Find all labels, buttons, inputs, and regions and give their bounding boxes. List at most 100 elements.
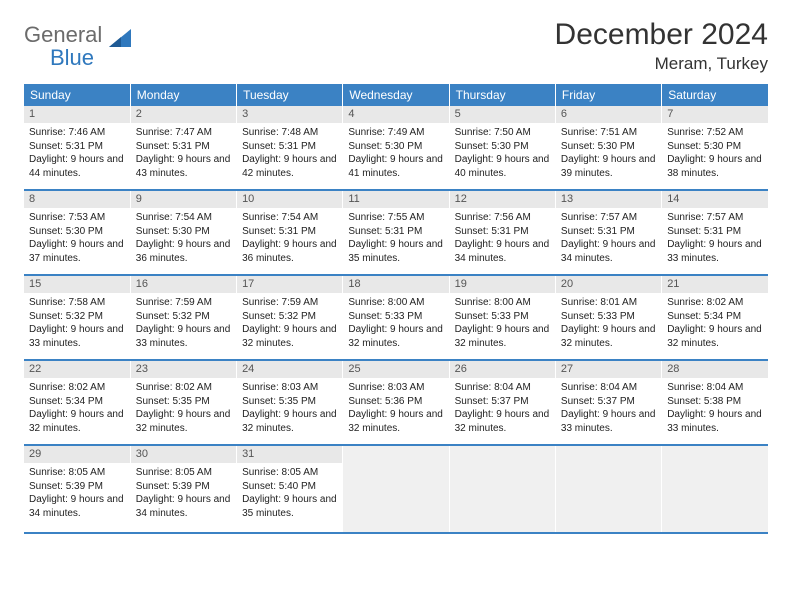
logo-text-blue: Blue — [50, 45, 94, 70]
calendar-day-cell: 11Sunrise: 7:55 AMSunset: 5:31 PMDayligh… — [343, 190, 449, 275]
sunset-line: Sunset: 5:35 PM — [242, 395, 337, 409]
weekday-header: Monday — [130, 84, 236, 106]
sunrise-line: Sunrise: 8:02 AM — [29, 381, 125, 395]
day-body: Sunrise: 8:05 AMSunset: 5:39 PMDaylight:… — [24, 463, 130, 524]
daylight-line: Daylight: 9 hours and 32 minutes. — [136, 408, 231, 435]
sunset-line: Sunset: 5:33 PM — [455, 310, 550, 324]
sunrise-line: Sunrise: 8:03 AM — [348, 381, 443, 395]
calendar-day-cell: 29Sunrise: 8:05 AMSunset: 5:39 PMDayligh… — [24, 445, 130, 533]
sunrise-line: Sunrise: 7:56 AM — [455, 211, 550, 225]
calendar-day-cell: 22Sunrise: 8:02 AMSunset: 5:34 PMDayligh… — [24, 360, 130, 445]
sunrise-line: Sunrise: 7:59 AM — [136, 296, 231, 310]
day-number: 24 — [237, 361, 342, 378]
weekday-header: Friday — [555, 84, 661, 106]
day-number: 20 — [556, 276, 661, 293]
sunrise-line: Sunrise: 8:00 AM — [455, 296, 550, 310]
daylight-line: Daylight: 9 hours and 32 minutes. — [348, 323, 443, 350]
day-body-empty — [556, 463, 661, 532]
day-body: Sunrise: 7:54 AMSunset: 5:30 PMDaylight:… — [131, 208, 236, 269]
calendar-day-cell: 12Sunrise: 7:56 AMSunset: 5:31 PMDayligh… — [449, 190, 555, 275]
day-number: 13 — [556, 191, 661, 208]
calendar-day-cell: 10Sunrise: 7:54 AMSunset: 5:31 PMDayligh… — [237, 190, 343, 275]
day-number: 3 — [237, 106, 342, 123]
sunrise-line: Sunrise: 7:52 AM — [667, 126, 763, 140]
day-body: Sunrise: 8:05 AMSunset: 5:39 PMDaylight:… — [131, 463, 236, 524]
daylight-line: Daylight: 9 hours and 36 minutes. — [242, 238, 337, 265]
sunset-line: Sunset: 5:34 PM — [667, 310, 763, 324]
daylight-line: Daylight: 9 hours and 35 minutes. — [242, 493, 337, 520]
calendar-day-cell: 16Sunrise: 7:59 AMSunset: 5:32 PMDayligh… — [130, 275, 236, 360]
day-body: Sunrise: 8:00 AMSunset: 5:33 PMDaylight:… — [343, 293, 448, 354]
sunrise-line: Sunrise: 8:02 AM — [667, 296, 763, 310]
day-number: 18 — [343, 276, 448, 293]
weekday-header: Saturday — [662, 84, 768, 106]
day-number: 31 — [237, 446, 342, 463]
daylight-line: Daylight: 9 hours and 32 minutes. — [455, 408, 550, 435]
day-number-empty — [450, 446, 555, 463]
calendar-day-cell — [555, 445, 661, 533]
sunrise-line: Sunrise: 8:04 AM — [667, 381, 763, 395]
weekday-header: Sunday — [24, 84, 130, 106]
day-body-empty — [450, 463, 555, 532]
calendar-day-cell — [343, 445, 449, 533]
weekday-header: Tuesday — [237, 84, 343, 106]
sunrise-line: Sunrise: 7:47 AM — [136, 126, 231, 140]
logo-text-general: General — [24, 22, 102, 47]
daylight-line: Daylight: 9 hours and 34 minutes. — [455, 238, 550, 265]
calendar-day-cell: 6Sunrise: 7:51 AMSunset: 5:30 PMDaylight… — [555, 106, 661, 190]
day-number: 23 — [131, 361, 236, 378]
day-number: 1 — [24, 106, 130, 123]
calendar-week-row: 22Sunrise: 8:02 AMSunset: 5:34 PMDayligh… — [24, 360, 768, 445]
calendar-day-cell: 8Sunrise: 7:53 AMSunset: 5:30 PMDaylight… — [24, 190, 130, 275]
day-body: Sunrise: 7:56 AMSunset: 5:31 PMDaylight:… — [450, 208, 555, 269]
calendar-day-cell: 31Sunrise: 8:05 AMSunset: 5:40 PMDayligh… — [237, 445, 343, 533]
sunset-line: Sunset: 5:30 PM — [667, 140, 763, 154]
day-number: 21 — [662, 276, 768, 293]
daylight-line: Daylight: 9 hours and 32 minutes. — [29, 408, 125, 435]
sunrise-line: Sunrise: 7:54 AM — [242, 211, 337, 225]
day-body: Sunrise: 8:04 AMSunset: 5:37 PMDaylight:… — [556, 378, 661, 439]
day-body: Sunrise: 7:55 AMSunset: 5:31 PMDaylight:… — [343, 208, 448, 269]
sunset-line: Sunset: 5:30 PM — [29, 225, 125, 239]
calendar-day-cell — [449, 445, 555, 533]
day-number: 12 — [450, 191, 555, 208]
sunset-line: Sunset: 5:30 PM — [561, 140, 656, 154]
calendar-day-cell: 30Sunrise: 8:05 AMSunset: 5:39 PMDayligh… — [130, 445, 236, 533]
daylight-line: Daylight: 9 hours and 33 minutes. — [136, 323, 231, 350]
sunset-line: Sunset: 5:31 PM — [561, 225, 656, 239]
sunset-line: Sunset: 5:31 PM — [455, 225, 550, 239]
calendar-day-cell: 27Sunrise: 8:04 AMSunset: 5:37 PMDayligh… — [555, 360, 661, 445]
sunrise-line: Sunrise: 8:02 AM — [136, 381, 231, 395]
day-number: 6 — [556, 106, 661, 123]
calendar-day-cell: 14Sunrise: 7:57 AMSunset: 5:31 PMDayligh… — [662, 190, 768, 275]
sunset-line: Sunset: 5:39 PM — [29, 480, 125, 494]
day-number: 4 — [343, 106, 448, 123]
day-body: Sunrise: 7:50 AMSunset: 5:30 PMDaylight:… — [450, 123, 555, 184]
day-body: Sunrise: 8:05 AMSunset: 5:40 PMDaylight:… — [237, 463, 342, 524]
calendar-week-row: 15Sunrise: 7:58 AMSunset: 5:32 PMDayligh… — [24, 275, 768, 360]
calendar-day-cell: 3Sunrise: 7:48 AMSunset: 5:31 PMDaylight… — [237, 106, 343, 190]
calendar-day-cell: 7Sunrise: 7:52 AMSunset: 5:30 PMDaylight… — [662, 106, 768, 190]
day-body: Sunrise: 8:04 AMSunset: 5:38 PMDaylight:… — [662, 378, 768, 439]
sunset-line: Sunset: 5:31 PM — [242, 140, 337, 154]
sunset-line: Sunset: 5:39 PM — [136, 480, 231, 494]
day-number: 25 — [343, 361, 448, 378]
sunset-line: Sunset: 5:30 PM — [348, 140, 443, 154]
day-number: 14 — [662, 191, 768, 208]
sunrise-line: Sunrise: 7:50 AM — [455, 126, 550, 140]
day-number: 22 — [24, 361, 130, 378]
day-number: 9 — [131, 191, 236, 208]
daylight-line: Daylight: 9 hours and 34 minutes. — [29, 493, 125, 520]
calendar-day-cell: 9Sunrise: 7:54 AMSunset: 5:30 PMDaylight… — [130, 190, 236, 275]
daylight-line: Daylight: 9 hours and 41 minutes. — [348, 153, 443, 180]
sunrise-line: Sunrise: 7:55 AM — [348, 211, 443, 225]
calendar-day-cell: 26Sunrise: 8:04 AMSunset: 5:37 PMDayligh… — [449, 360, 555, 445]
sunrise-line: Sunrise: 8:04 AM — [561, 381, 656, 395]
daylight-line: Daylight: 9 hours and 33 minutes. — [561, 408, 656, 435]
day-number: 28 — [662, 361, 768, 378]
day-number: 29 — [24, 446, 130, 463]
sunset-line: Sunset: 5:31 PM — [242, 225, 337, 239]
sunrise-line: Sunrise: 7:53 AM — [29, 211, 125, 225]
daylight-line: Daylight: 9 hours and 32 minutes. — [348, 408, 443, 435]
calendar-day-cell: 5Sunrise: 7:50 AMSunset: 5:30 PMDaylight… — [449, 106, 555, 190]
